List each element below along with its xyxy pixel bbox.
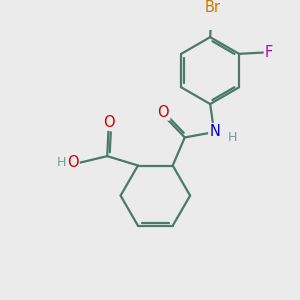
Text: H: H — [56, 156, 66, 169]
Text: H: H — [228, 131, 238, 145]
Text: O: O — [67, 155, 79, 170]
Text: O: O — [158, 104, 169, 119]
Text: O: O — [103, 115, 114, 130]
Text: F: F — [265, 45, 273, 60]
Text: N: N — [209, 124, 220, 139]
Text: Br: Br — [204, 0, 220, 15]
